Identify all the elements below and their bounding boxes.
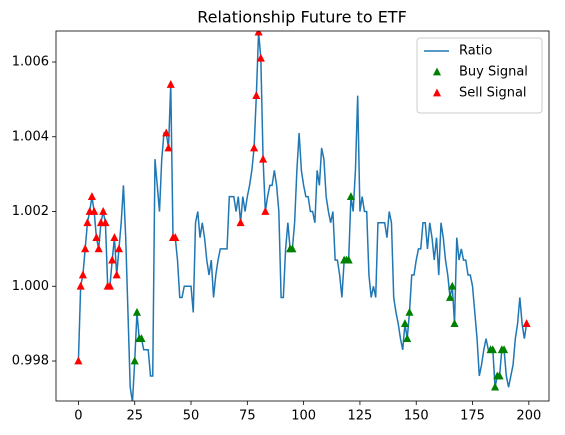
x-tick-label: 0: [74, 409, 82, 424]
signal-marker: [132, 307, 142, 316]
legend-label: Ratio: [459, 44, 492, 59]
y-tick-label: 0.998: [12, 354, 49, 369]
signal-marker: [346, 192, 355, 200]
signal-marker: [403, 334, 412, 342]
signal-marker: [76, 281, 85, 290]
signal-marker: [94, 244, 103, 253]
legend-box: [416, 37, 543, 114]
y-tick-label: 1.000: [12, 279, 49, 294]
signal-marker: [522, 319, 531, 328]
signal-marker: [448, 281, 457, 290]
signal-marker: [87, 192, 96, 200]
legend-marker: [432, 88, 442, 97]
signal-marker: [488, 345, 497, 354]
signal-marker: [261, 207, 270, 215]
x-tick-label: 150: [404, 409, 429, 424]
signal-marker: [445, 292, 455, 301]
signal-marker: [491, 382, 500, 391]
signal-marker: [405, 307, 414, 316]
chart-title: Relationship Future to ETF: [197, 8, 407, 27]
x-tick-label: 25: [126, 409, 143, 424]
signal-marker: [495, 371, 504, 380]
legend-label: Sell Signal: [459, 86, 527, 101]
signal-marker: [344, 255, 353, 264]
signal-marker: [110, 233, 119, 242]
axes-frame: [55, 30, 550, 402]
signal-marker: [400, 319, 410, 328]
signal-marker: [166, 79, 175, 88]
signal-marker: [500, 345, 509, 354]
signal-marker: [250, 143, 259, 152]
signal-marker: [114, 244, 123, 253]
signal-marker: [92, 233, 101, 242]
signal-marker: [108, 255, 117, 264]
signal-marker: [252, 91, 261, 100]
signal-marker: [256, 53, 265, 62]
signal-marker: [288, 244, 297, 253]
x-tick-label: 125: [348, 409, 373, 424]
y-tick-label: 1.002: [12, 204, 49, 219]
signal-marker: [112, 270, 121, 279]
signal-marker: [99, 207, 108, 215]
signal-marker: [90, 207, 99, 215]
signal-marker: [162, 128, 171, 137]
signal-marker: [259, 154, 268, 163]
legend-marker: [432, 67, 442, 76]
signal-marker: [236, 218, 245, 227]
signal-marker: [78, 270, 87, 279]
signal-marker: [101, 218, 110, 227]
signal-marker: [450, 319, 459, 328]
x-tick-label: 175: [460, 409, 485, 424]
plot-area: [74, 31, 531, 401]
signal-marker: [105, 281, 114, 290]
signal-marker: [164, 143, 173, 152]
x-tick-label: 100: [291, 409, 316, 424]
signal-marker: [74, 356, 83, 365]
y-tick-label: 1.006: [12, 55, 49, 70]
signal-marker: [81, 244, 90, 253]
signal-marker: [137, 334, 146, 342]
signal-marker: [171, 233, 180, 242]
signal-marker: [254, 31, 263, 36]
x-tick-label: 200: [516, 409, 541, 424]
legend-label: Buy Signal: [459, 65, 528, 80]
signal-marker: [83, 218, 92, 227]
y-tick-label: 1.004: [12, 129, 49, 144]
x-tick-label: 75: [239, 409, 256, 424]
signal-marker: [130, 356, 139, 365]
x-tick-label: 50: [183, 409, 200, 424]
